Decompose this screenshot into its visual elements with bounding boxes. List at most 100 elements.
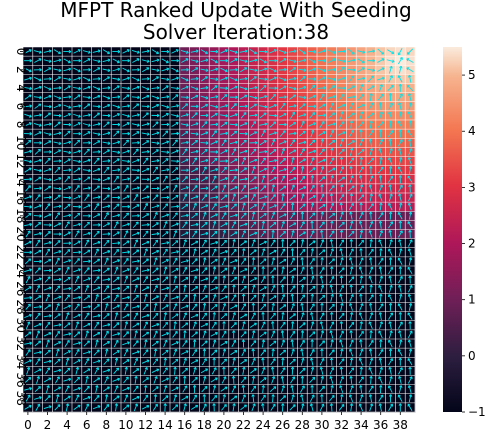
- policy-arrow: [407, 93, 412, 101]
- policy-arrow: [24, 86, 32, 91]
- policy-arrow: [220, 104, 228, 108]
- policy-arrow: [141, 77, 150, 81]
- policy-arrow: [230, 85, 238, 91]
- policy-arrow: [141, 49, 150, 53]
- policy-arrow: [367, 112, 375, 118]
- policy-arrow: [269, 76, 277, 81]
- policy-arrow: [358, 94, 365, 101]
- policy-arrow: [406, 85, 414, 91]
- cell-gridlines: [22, 46, 416, 413]
- policy-arrow: [73, 122, 81, 127]
- policy-arrow: [369, 93, 373, 102]
- policy-arrow: [132, 76, 140, 82]
- policy-arrow: [318, 49, 326, 54]
- policy-arrow: [210, 67, 219, 72]
- policy-arrow: [288, 59, 297, 63]
- policy-arrow: [43, 86, 52, 91]
- policy-arrow: [249, 113, 258, 117]
- policy-arrow: [299, 103, 306, 110]
- policy-arrow: [290, 111, 296, 119]
- policy-arrow: [387, 49, 395, 55]
- policy-arrow: [122, 76, 130, 81]
- policy-arrow: [171, 76, 179, 81]
- policy-arrow: [122, 122, 130, 127]
- policy-arrow: [338, 67, 345, 73]
- policy-arrow: [338, 121, 345, 128]
- policy-arrow: [269, 58, 277, 63]
- policy-arrow: [298, 85, 307, 90]
- policy-arrow: [377, 93, 384, 101]
- policy-arrow: [82, 113, 91, 117]
- policy-arrow: [82, 85, 91, 90]
- policy-arrow: [347, 58, 356, 63]
- policy-arrow: [329, 102, 335, 110]
- policy-arrow: [377, 121, 384, 128]
- policy-arrow: [131, 123, 140, 127]
- policy-arrow: [171, 49, 179, 54]
- policy-arrow: [73, 67, 81, 73]
- policy-arrow: [161, 49, 170, 54]
- x-tick-label: 30: [314, 418, 329, 432]
- y-tick-label: 18: [14, 208, 28, 223]
- policy-arrow: [398, 102, 402, 111]
- policy-arrow: [171, 122, 179, 127]
- policy-arrow: [102, 58, 111, 63]
- colorbar: [443, 47, 462, 412]
- policy-arrow: [161, 122, 170, 127]
- policy-arrow: [82, 68, 91, 72]
- policy-arrow: [102, 49, 110, 55]
- policy-arrow: [368, 102, 374, 110]
- policy-arrow: [239, 59, 248, 63]
- policy-arrow: [359, 84, 364, 92]
- policy-arrow: [122, 104, 130, 108]
- policy-arrow: [53, 68, 62, 72]
- policy-arrow: [102, 103, 111, 109]
- policy-arrow: [161, 104, 170, 109]
- policy-arrow: [359, 111, 364, 120]
- x-tick-label: 16: [177, 418, 192, 432]
- policy-arrow: [201, 121, 208, 128]
- policy-arrow: [406, 48, 414, 55]
- policy-arrow: [43, 59, 52, 63]
- policy-arrow: [73, 76, 81, 81]
- policy-arrow: [112, 85, 120, 91]
- chart-subtitle: Solver Iteration:38: [143, 20, 329, 44]
- policy-arrow: [171, 86, 179, 91]
- policy-arrow: [289, 67, 297, 73]
- policy-arrow: [348, 75, 355, 83]
- policy-arrow: [398, 93, 403, 101]
- policy-arrow: [338, 93, 345, 101]
- policy-arrow: [288, 76, 297, 81]
- policy-arrow: [239, 86, 248, 91]
- policy-arrow: [337, 86, 346, 90]
- policy-arrow: [298, 68, 307, 72]
- colorbar-tick-label: 4: [468, 124, 476, 138]
- policy-arrow: [131, 113, 140, 117]
- policy-arrow: [269, 121, 277, 128]
- policy-arrow: [377, 58, 385, 63]
- policy-arrow: [367, 58, 375, 63]
- y-tick-label: 2: [14, 66, 28, 74]
- policy-arrow: [279, 102, 286, 110]
- policy-arrow: [82, 123, 91, 127]
- policy-arrow: [259, 122, 268, 126]
- policy-arrow: [327, 67, 336, 72]
- policy-arrow: [318, 76, 326, 82]
- policy-arrow: [210, 112, 218, 118]
- policy-arrow: [53, 113, 62, 118]
- policy-arrow: [180, 50, 189, 54]
- policy-arrow: [398, 111, 403, 120]
- policy-arrow: [308, 67, 317, 72]
- policy-arrow: [151, 95, 160, 100]
- policy-arrow: [53, 49, 61, 55]
- policy-arrow: [43, 104, 52, 109]
- policy-arrow: [240, 112, 247, 119]
- policy-arrow: [388, 65, 393, 74]
- policy-arrow: [24, 58, 32, 63]
- policy-arrow: [328, 58, 336, 63]
- colorbar-tick-label: 3: [468, 180, 476, 194]
- policy-arrow: [43, 77, 52, 81]
- policy-arrow: [151, 58, 160, 63]
- policy-arrow: [298, 49, 306, 55]
- policy-arrow: [112, 122, 121, 127]
